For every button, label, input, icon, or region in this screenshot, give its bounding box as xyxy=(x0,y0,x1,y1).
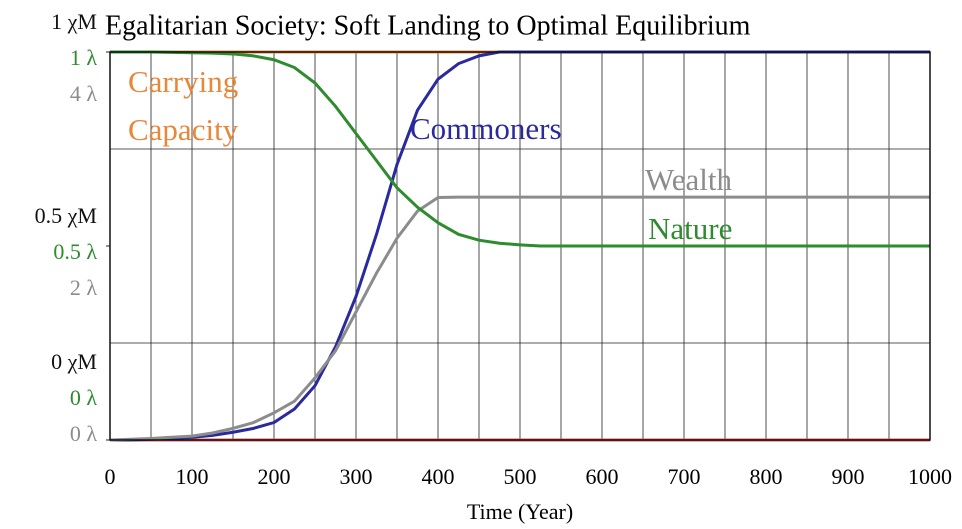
y-tick-label: 1 λ xyxy=(70,45,98,70)
chart-title: Egalitarian Society: Soft Landing to Opt… xyxy=(105,10,751,41)
x-tick-label: 0 xyxy=(105,464,116,489)
x-tick-label: 700 xyxy=(668,464,701,489)
series-label: Carrying Capacity xyxy=(128,64,239,147)
x-axis-label: Time (Year) xyxy=(467,499,573,524)
x-tick-label: 400 xyxy=(422,464,455,489)
y-tick-label: 1 χM xyxy=(51,9,97,34)
y-tick-label: 0 λ xyxy=(70,385,98,410)
x-tick-label: 200 xyxy=(258,464,291,489)
x-tick-label: 800 xyxy=(750,464,783,489)
series-line xyxy=(109,195,930,442)
x-tick-label: 500 xyxy=(504,464,537,489)
series-label: Commoners xyxy=(410,111,562,146)
y-tick-label: 0.5 λ xyxy=(53,239,97,264)
x-tick-label: 1000 xyxy=(908,464,952,489)
y-tick-label: 0.5 χM xyxy=(35,203,97,228)
plot-border xyxy=(109,51,931,441)
series-line xyxy=(110,50,930,248)
series-label: Wealth xyxy=(645,162,733,197)
x-tick-label: 900 xyxy=(832,464,865,489)
x-tick-label: 300 xyxy=(340,464,373,489)
x-tick-label: 600 xyxy=(586,464,619,489)
x-tick-label: 100 xyxy=(176,464,209,489)
y-tick-label: 0 χM xyxy=(51,349,97,374)
y-tick-label: 2 λ xyxy=(70,275,98,300)
y-tick-label: 0 λ xyxy=(70,421,98,446)
y-tick-label: 4 λ xyxy=(70,81,98,106)
series-label: Nature xyxy=(648,211,732,246)
